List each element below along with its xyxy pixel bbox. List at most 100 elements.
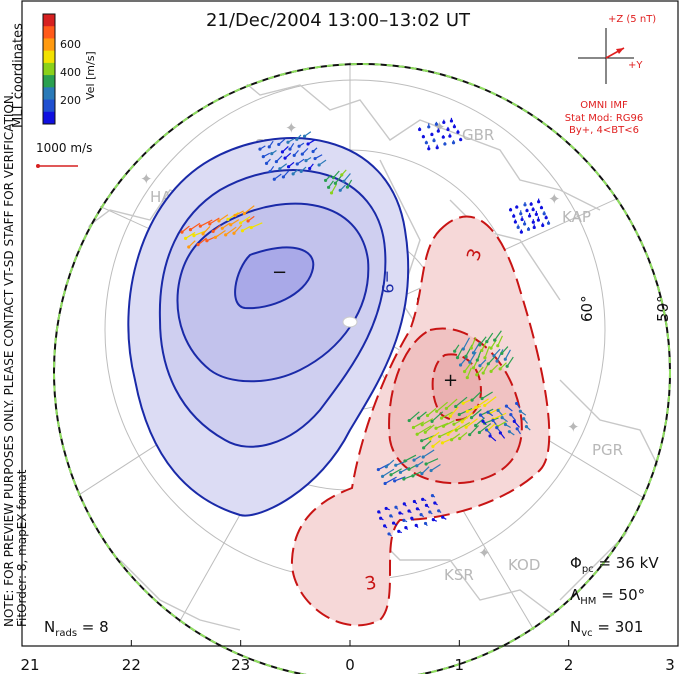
velocity-vector-origin xyxy=(198,224,202,228)
velocity-vector-origin xyxy=(264,161,269,166)
velocity-vector xyxy=(451,433,461,441)
velocity-vector xyxy=(390,468,402,476)
velocity-vector xyxy=(449,406,459,417)
velocity-vector-origin xyxy=(495,426,499,430)
mlt-tick-label: 2 xyxy=(564,656,574,674)
velocity-vector xyxy=(185,231,196,239)
svg-text:Nrads = 8: Nrads = 8 xyxy=(44,618,109,639)
velocity-vector-origin xyxy=(423,430,427,434)
velocity-vector xyxy=(429,431,440,440)
velocity-vector-origin xyxy=(184,236,188,240)
velocity-vector xyxy=(421,466,430,475)
velocity-vector xyxy=(425,458,439,465)
velocity-vector-origin xyxy=(423,521,428,526)
velocity-vector-origin xyxy=(435,409,439,413)
colorbar-tick-200: 200 xyxy=(60,94,81,107)
map-statistics: Φpc = 36 kV ΛHM = 50° Nvc = 301 Nrads = … xyxy=(44,554,659,639)
colorbar-swatch xyxy=(43,111,55,125)
velocity-vector-origin xyxy=(327,185,331,189)
velocity-vector-origin xyxy=(226,217,230,221)
velocity-vector-origin xyxy=(220,226,224,230)
neg-contour-label: −9 xyxy=(378,270,397,294)
velocity-vector-origin xyxy=(464,425,468,429)
velocity-vector-origin xyxy=(431,518,435,522)
velocity-vector xyxy=(404,454,417,462)
velocity-vector-origin xyxy=(474,405,478,409)
velocity-vector-origin xyxy=(477,430,481,435)
velocity-vector xyxy=(486,332,494,342)
velocity-vector-origin xyxy=(442,120,446,125)
velocity-vector-origin xyxy=(280,150,285,154)
velocity-vector xyxy=(464,361,472,372)
velocity-vector-origin xyxy=(451,141,456,145)
velocity-vector xyxy=(466,367,472,378)
radar-marker: ✦ xyxy=(567,418,580,436)
velocity-vector-origin xyxy=(432,139,436,143)
svg-text:ΛHM = 50°: ΛHM = 50° xyxy=(570,586,645,607)
velocity-vector-origin xyxy=(419,513,423,517)
colorbar-swatch xyxy=(43,50,55,64)
velocity-vector xyxy=(230,219,240,226)
velocity-vector xyxy=(439,429,454,438)
velocity-vector-origin xyxy=(460,420,464,424)
velocity-vector-origin xyxy=(465,375,469,380)
velocity-vector-origin xyxy=(450,438,454,442)
velocity-vector xyxy=(430,463,441,472)
velocity-vector-origin xyxy=(246,219,250,223)
velocity-vector xyxy=(382,468,395,477)
velocity-vector xyxy=(243,205,255,214)
velocity-vector-origin xyxy=(515,205,519,209)
velocity-vector-origin xyxy=(389,514,393,518)
velocity-vector-origin xyxy=(465,409,469,413)
velocity-vector-origin xyxy=(512,214,516,218)
velocity-vector xyxy=(496,421,507,428)
velocity-vector-origin xyxy=(407,467,411,471)
velocity-vector-origin xyxy=(437,509,441,513)
velocity-vector-origin xyxy=(446,432,450,436)
mlt-tick-label: 21 xyxy=(20,656,39,674)
velocity-vector xyxy=(459,408,473,416)
velocity-vector-origin xyxy=(180,230,184,234)
velocity-vector-origin xyxy=(443,142,447,146)
velocity-vector-origin xyxy=(397,529,401,533)
velocity-vector-origin xyxy=(539,206,544,210)
velocity-vector xyxy=(456,348,463,358)
velocity-vector-origin xyxy=(292,153,296,157)
velocity-vector-origin xyxy=(505,364,509,368)
velocity-vector-origin xyxy=(295,137,299,141)
velocity-vector-origin xyxy=(342,179,346,183)
velocity-vector-origin xyxy=(469,346,473,350)
velocity-vector-origin xyxy=(393,479,397,483)
velocity-vector xyxy=(476,366,484,376)
velocity-vector xyxy=(443,420,455,427)
velocity-vector-origin xyxy=(516,225,520,229)
velocity-vector-origin xyxy=(481,371,485,375)
velocity-vector xyxy=(470,337,477,349)
velocity-vector-origin xyxy=(402,477,406,481)
velocity-vector xyxy=(218,214,229,222)
mlt-tick-label: 0 xyxy=(345,656,355,674)
velocity-vector-origin xyxy=(380,474,385,479)
velocity-vector-origin xyxy=(437,434,442,439)
velocity-vector xyxy=(240,216,251,224)
velocity-vector-origin xyxy=(411,425,416,430)
velocity-vector-origin xyxy=(496,344,500,348)
radar-label-ksr: KSR xyxy=(444,566,474,584)
velocity-vector xyxy=(471,408,482,419)
velocity-vector xyxy=(421,418,434,426)
velocity-vector-origin xyxy=(441,135,445,139)
velocity-vector-origin xyxy=(430,494,435,498)
velocity-vector xyxy=(467,405,482,412)
positive-focus-marker: + xyxy=(443,370,458,391)
velocity-vector xyxy=(455,396,468,407)
velocity-vector-origin xyxy=(205,239,209,243)
velocity-vector-origin xyxy=(429,468,433,473)
velocity-vector xyxy=(506,356,514,367)
velocity-vector-origin xyxy=(422,446,426,450)
velocity-vector-origin xyxy=(267,145,271,149)
velocity-vector xyxy=(408,411,420,422)
colorbar-swatch xyxy=(43,99,55,113)
velocity-vector-origin xyxy=(249,225,253,230)
velocity-vector-origin xyxy=(471,351,476,355)
